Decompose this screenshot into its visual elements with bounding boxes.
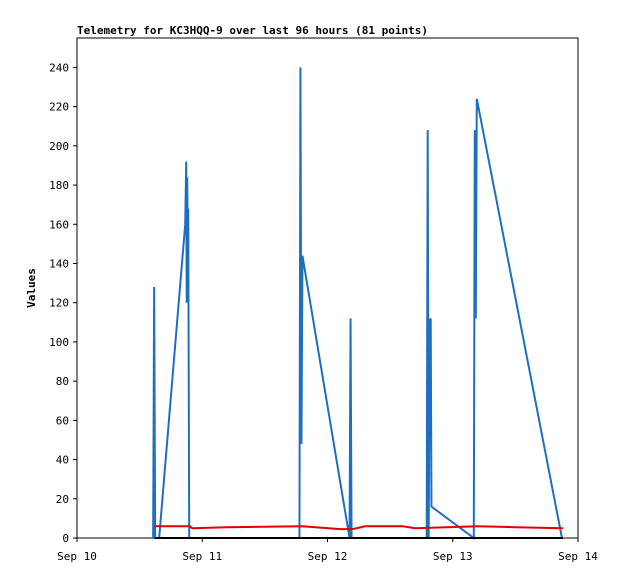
y-tick-label: 100 [49,336,69,349]
y-tick-label: 40 [56,454,69,467]
y-tick-label: 160 [49,218,69,231]
x-tick-label: Sep 12 [308,550,348,563]
x-tick-label: Sep 11 [182,550,222,563]
x-tick-label: Sep 10 [57,550,97,563]
y-tick-label: 140 [49,257,69,270]
y-tick-label: 20 [56,493,69,506]
y-tick-label: 0 [62,532,69,545]
plot-frame [76,37,579,539]
x-tick-label: Sep 14 [558,550,598,563]
chart-title: Telemetry for KC3HQQ-9 over last 96 hour… [77,24,428,37]
y-tick-label: 80 [56,375,69,388]
y-tick-label: 60 [56,414,69,427]
y-axis-label: Values [25,268,38,308]
y-tick-label: 240 [49,61,69,74]
x-tick-label: Sep 13 [433,550,473,563]
y-tick-label: 220 [49,101,69,114]
series-line [152,67,563,540]
series-line [154,525,563,531]
y-tick-label: 120 [49,297,69,310]
y-tick-label: 180 [49,179,69,192]
y-tick-label: 200 [49,140,69,153]
